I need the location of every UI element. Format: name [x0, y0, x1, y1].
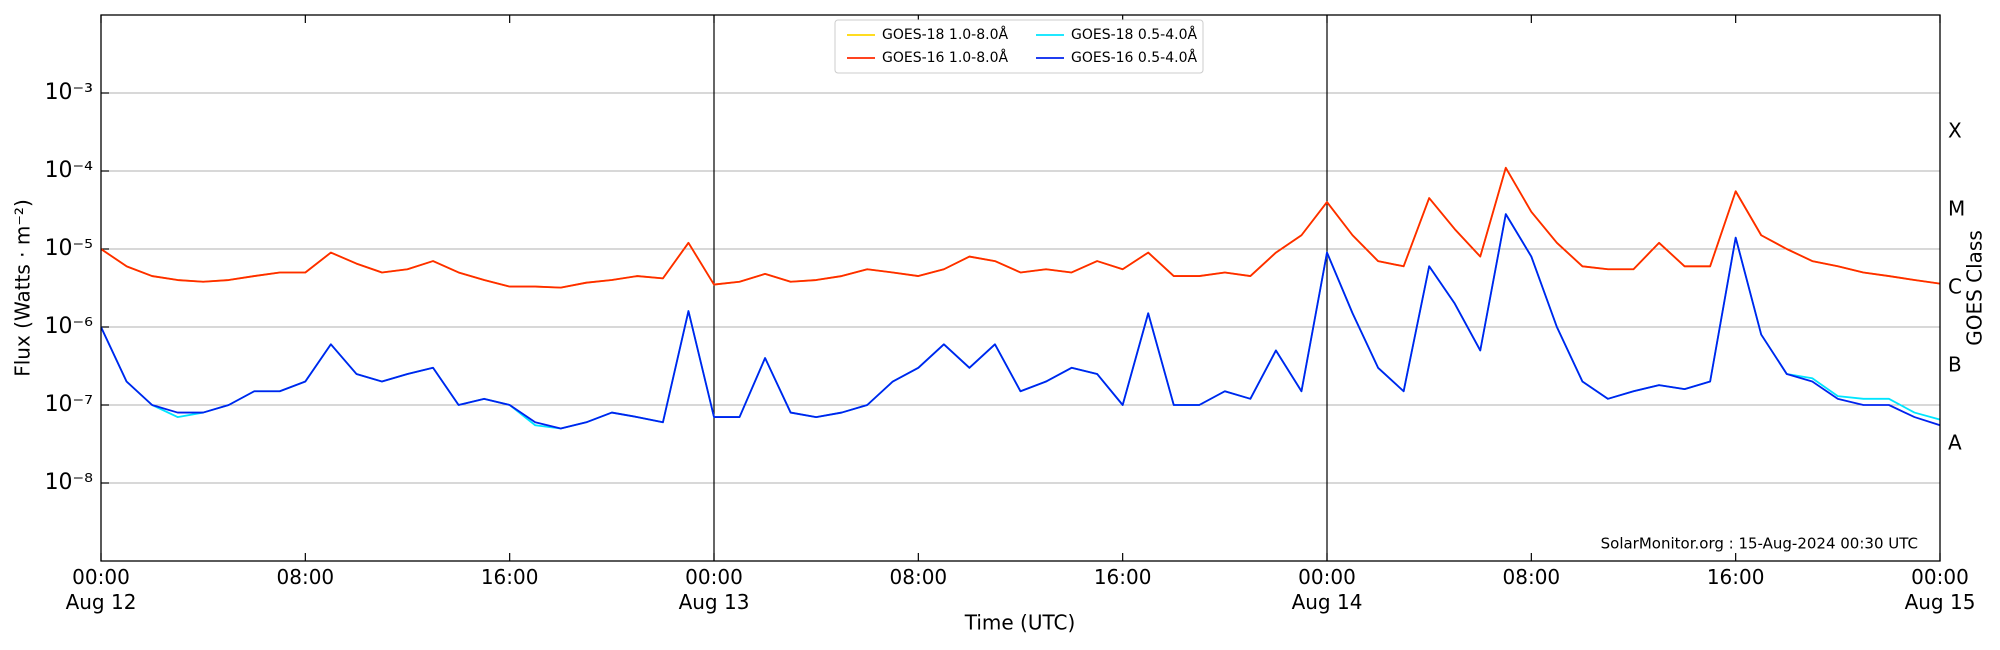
x-tick-label: 08:00 [276, 565, 335, 589]
y2-tick-label: C [1948, 275, 1962, 299]
y2-tick-label: B [1948, 353, 1962, 377]
y2-axis-label: GOES Class [1963, 230, 1987, 346]
x-tick-label: 16:00 [1706, 565, 1765, 589]
x-tick-label: 16:00 [480, 565, 539, 589]
plot-frame [100, 14, 1941, 562]
series-line [101, 166, 1940, 289]
y2-tick-label: A [1948, 431, 1962, 455]
x-axis-label: Time (UTC) [964, 611, 1076, 635]
legend-label: GOES-18 0.5-4.0Å [1071, 26, 1197, 43]
legend-label: GOES-16 1.0-8.0Å [882, 49, 1008, 66]
x-tick-label: 00:00 Aug 14 [1291, 565, 1363, 614]
y-tick-label: 10⁻⁶ [45, 314, 94, 339]
x-tick-label: 00:00 Aug 13 [678, 565, 750, 614]
x-tick-label: 08:00 [1502, 565, 1561, 589]
y-tick-label: 10⁻³ [45, 80, 93, 105]
annotation: SolarMonitor.org : 15-Aug-2024 00:30 UTC [1601, 535, 1918, 553]
legend-label: GOES-16 0.5-4.0Å [1071, 49, 1197, 66]
legend-box [834, 19, 1204, 74]
y-tick-label: 10⁻⁸ [45, 470, 94, 495]
y-tick-label: 10⁻⁴ [45, 158, 94, 183]
x-tick-label: 00:00 Aug 15 [1904, 565, 1976, 614]
series-line [101, 213, 1940, 430]
y-tick-label: 10⁻⁵ [45, 236, 93, 261]
series-line [101, 213, 1940, 430]
legend-label: GOES-18 1.0-8.0Å [882, 26, 1008, 43]
series-line [101, 166, 1940, 289]
y2-tick-label: M [1948, 197, 1965, 221]
x-tick-label: 00:00 Aug 12 [65, 565, 137, 614]
x-tick-label: 16:00 [1093, 565, 1152, 589]
y-tick-label: 10⁻⁷ [45, 392, 93, 417]
y-axis-label: Flux (Watts · m⁻²) [11, 199, 35, 377]
x-tick-label: 08:00 [889, 565, 948, 589]
y2-tick-label: X [1948, 119, 1962, 143]
